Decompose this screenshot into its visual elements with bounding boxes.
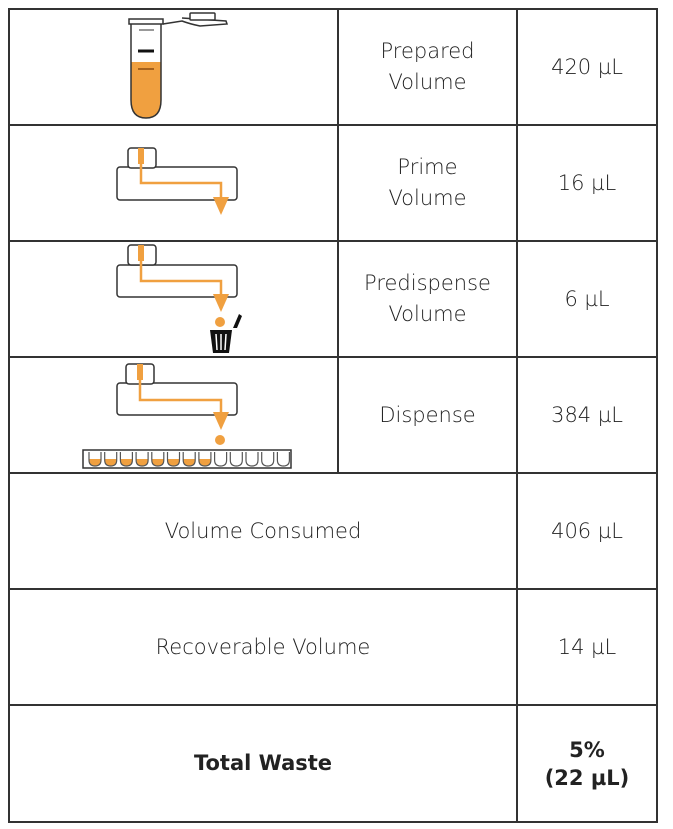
table-border-left (8, 8, 10, 823)
step-value: 16 µL (557, 170, 617, 195)
step-label: Prepared Volume (380, 39, 475, 94)
trash-can-icon (210, 314, 242, 353)
step-value: 384 µL (551, 402, 623, 427)
well-fill (136, 459, 149, 466)
total-waste-label: Total Waste (193, 751, 333, 775)
step-label: Dispense (379, 402, 476, 427)
row-divider (8, 588, 658, 590)
table-border-top (8, 8, 658, 10)
summary-label: Recoverable Volume (155, 634, 371, 659)
table-border-right (656, 8, 658, 823)
step-label: Prime Volume (388, 155, 467, 210)
well-fill (104, 459, 117, 466)
row-divider (8, 472, 658, 474)
dispense-plate-icon (82, 363, 292, 469)
well (151, 452, 165, 467)
step-label: Predispense Volume (364, 271, 491, 326)
row-divider (8, 124, 658, 126)
row-divider (8, 240, 658, 242)
well (88, 452, 102, 467)
well-fill (198, 459, 211, 466)
well-fill (151, 459, 164, 466)
table-border-bottom (8, 821, 658, 823)
summary-value: 14 µL (557, 634, 617, 659)
well-fill (89, 459, 101, 466)
column-divider (516, 8, 518, 823)
row-divider (8, 356, 658, 358)
well-fill (183, 459, 196, 466)
microcentrifuge-tube-icon (128, 12, 229, 119)
well (182, 452, 196, 467)
row-divider (8, 704, 658, 706)
well (104, 452, 118, 467)
well (276, 452, 290, 467)
well (119, 452, 133, 467)
prime-cassette-icon (116, 147, 238, 215)
predispense-waste-icon (116, 244, 242, 353)
well (245, 452, 259, 467)
well-fill (120, 459, 133, 466)
summary-label: Volume Consumed (164, 518, 362, 543)
step-value: 6 µL (564, 286, 610, 311)
total-waste-value: 5% (22 µL) (544, 737, 630, 790)
well-fill (167, 459, 180, 466)
well (214, 452, 228, 467)
well (229, 452, 243, 467)
well (198, 452, 212, 467)
well (166, 452, 181, 467)
step-value: 420 µL (551, 54, 623, 79)
well (261, 452, 275, 467)
summary-value: 406 µL (551, 518, 623, 543)
well (135, 452, 149, 467)
